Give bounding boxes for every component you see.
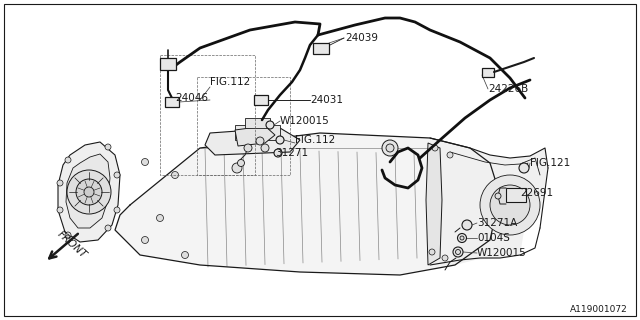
Polygon shape — [205, 128, 300, 155]
Text: 31271: 31271 — [275, 148, 308, 158]
Circle shape — [447, 152, 453, 158]
Circle shape — [182, 252, 189, 259]
Circle shape — [462, 220, 472, 230]
Circle shape — [480, 175, 540, 235]
Circle shape — [114, 172, 120, 178]
Text: W120015: W120015 — [477, 248, 527, 258]
Circle shape — [141, 236, 148, 244]
Polygon shape — [115, 133, 500, 275]
Circle shape — [105, 225, 111, 231]
Circle shape — [57, 180, 63, 186]
Circle shape — [460, 236, 464, 240]
Circle shape — [261, 144, 269, 152]
Circle shape — [456, 250, 461, 254]
Bar — [160, 58, 176, 70]
Circle shape — [256, 137, 264, 145]
Circle shape — [76, 179, 102, 205]
Text: 24046: 24046 — [175, 93, 208, 103]
Circle shape — [67, 170, 111, 214]
Circle shape — [274, 149, 282, 157]
Circle shape — [495, 193, 501, 199]
Polygon shape — [430, 138, 548, 265]
Circle shape — [65, 232, 71, 238]
Text: 24039: 24039 — [345, 33, 378, 43]
Circle shape — [105, 144, 111, 150]
Polygon shape — [66, 154, 110, 228]
Text: FIG.121: FIG.121 — [530, 158, 570, 168]
Bar — [235, 125, 280, 140]
Circle shape — [84, 187, 94, 197]
Circle shape — [172, 172, 179, 179]
Text: FRONT: FRONT — [56, 229, 88, 260]
Circle shape — [232, 163, 242, 173]
Bar — [245, 118, 270, 128]
Text: W120015: W120015 — [280, 116, 330, 126]
Text: A119001072: A119001072 — [570, 305, 628, 314]
Circle shape — [266, 121, 274, 129]
Circle shape — [57, 207, 63, 213]
Circle shape — [276, 136, 284, 144]
Circle shape — [114, 207, 120, 213]
Bar — [313, 43, 329, 54]
Circle shape — [244, 144, 252, 152]
Circle shape — [458, 234, 467, 243]
Circle shape — [141, 158, 148, 165]
Circle shape — [382, 140, 398, 156]
Text: 31271A: 31271A — [477, 218, 517, 228]
Circle shape — [429, 249, 435, 255]
Bar — [254, 95, 268, 105]
Circle shape — [490, 185, 530, 225]
Circle shape — [519, 163, 529, 173]
Text: 0104S: 0104S — [477, 233, 510, 243]
Text: 24226B: 24226B — [488, 84, 528, 94]
Circle shape — [432, 145, 438, 151]
Circle shape — [442, 255, 448, 261]
Polygon shape — [426, 143, 442, 265]
Text: 24031: 24031 — [310, 95, 343, 105]
Bar — [506, 188, 526, 202]
Circle shape — [65, 157, 71, 163]
Circle shape — [453, 247, 463, 257]
Text: FIG.112: FIG.112 — [210, 77, 250, 87]
Polygon shape — [235, 126, 275, 146]
Bar — [482, 68, 494, 77]
Text: 22691: 22691 — [520, 188, 553, 198]
Circle shape — [237, 159, 244, 166]
Bar — [165, 97, 179, 107]
Circle shape — [386, 144, 394, 152]
Text: FIG.112: FIG.112 — [295, 135, 335, 145]
Circle shape — [157, 214, 163, 221]
Polygon shape — [58, 142, 120, 242]
